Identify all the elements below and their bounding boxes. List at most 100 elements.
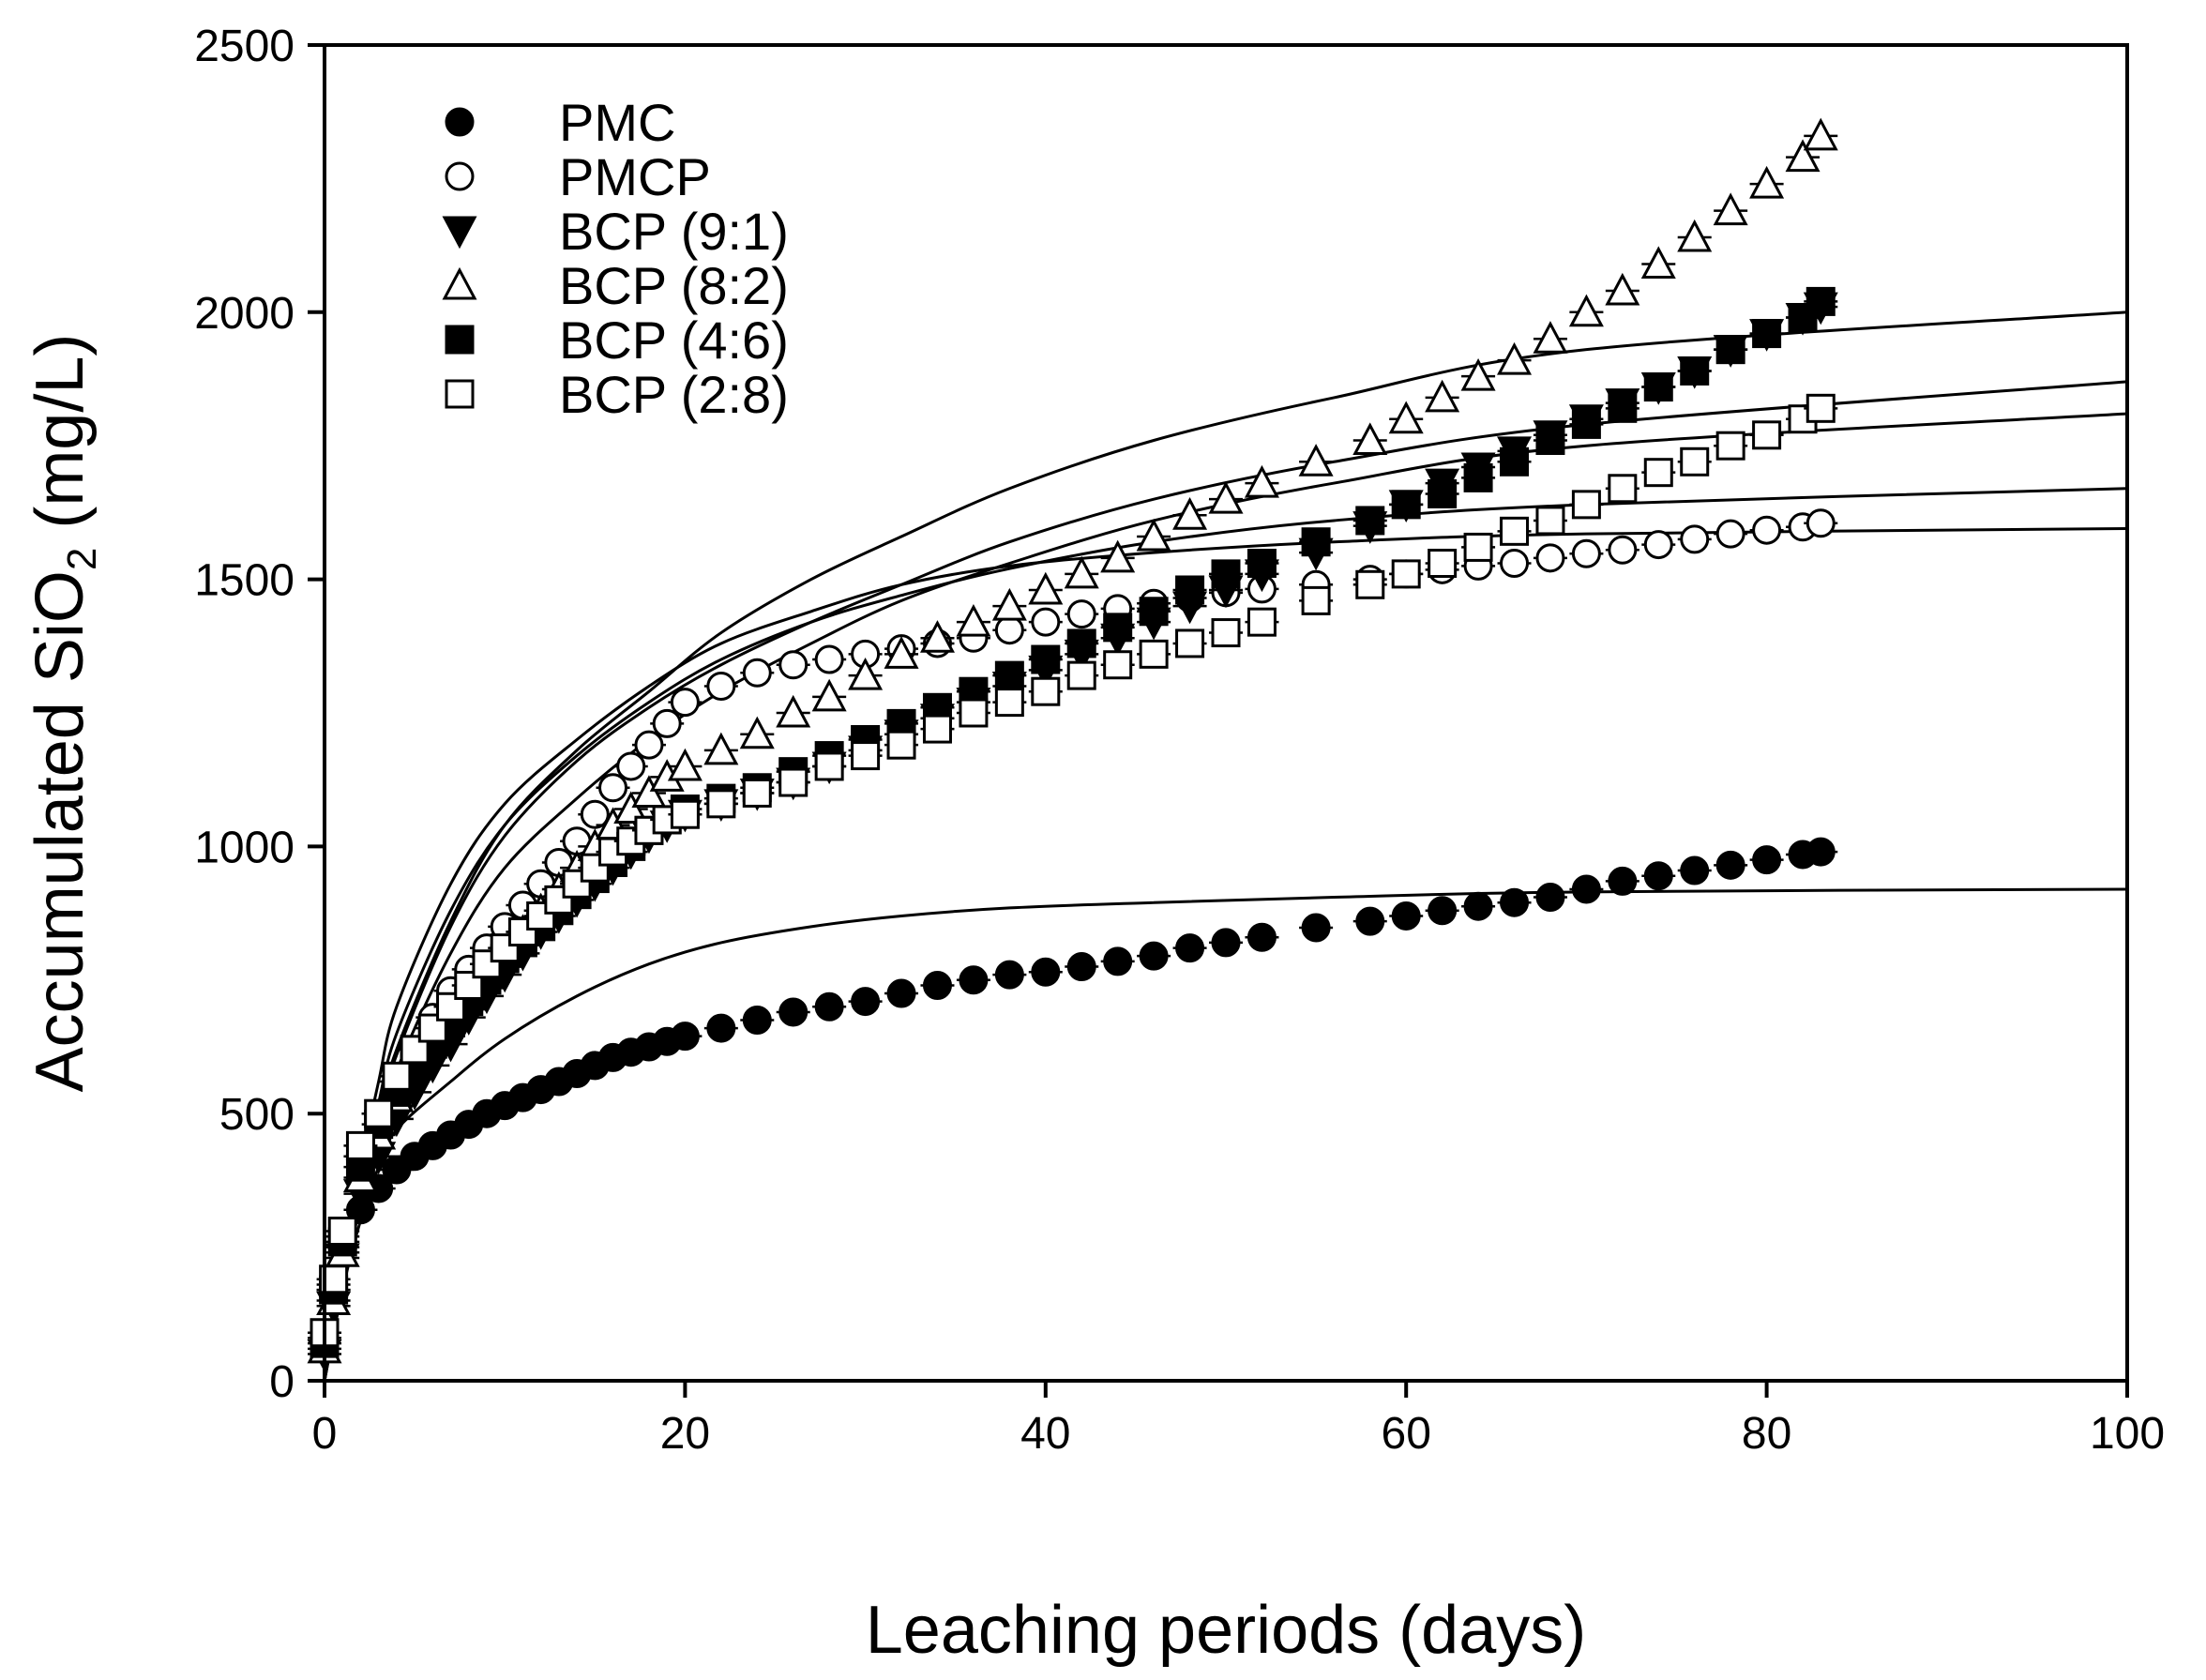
data-point [1806,508,1836,538]
data-point [994,688,1024,718]
y-tick-label: 500 [219,1090,295,1140]
data-point [1391,490,1421,520]
data-point [1605,272,1640,306]
data-point [956,603,991,637]
y-tick-label: 2000 [194,289,295,339]
data-point [1680,524,1710,554]
data-point [739,716,775,749]
data-point [1715,335,1745,365]
data-point [959,698,989,728]
legend-label: PMCP [559,147,711,206]
data-point [1643,458,1673,488]
data-point [1571,409,1601,439]
data-point [1355,569,1385,599]
data-point [1803,117,1838,151]
data-point [742,778,772,808]
data-point [1460,357,1496,391]
data-point [776,694,811,728]
legend-label: BCP (8:2) [559,256,789,315]
data-point [364,1098,394,1128]
data-point [994,960,1024,990]
data-point [1064,555,1099,589]
data-point [886,978,916,1008]
data-point [631,775,667,808]
series-group [308,837,1838,1353]
data-point [1244,464,1279,498]
data-point [1103,946,1133,976]
data-point [1752,845,1782,875]
data-point [851,987,881,1017]
data-point [1136,518,1171,552]
data-point [959,965,989,995]
data-point [1247,922,1277,952]
data-point [1785,139,1821,173]
data-point [1139,597,1169,627]
legend-marker [445,161,475,191]
legend-label: PMC [559,93,675,152]
data-point [1571,874,1601,904]
data-point [1247,549,1277,579]
data-point [1608,393,1638,423]
data-point [1463,532,1493,562]
data-point [1643,861,1673,891]
x-tick-label: 0 [312,1409,338,1459]
data-point [670,688,700,718]
x-tick-label: 100 [2090,1409,2165,1459]
data-point [580,799,610,829]
data-point [814,991,844,1022]
data-point [1172,497,1208,530]
data-point [670,799,700,829]
plot-area-frame [323,43,2129,1383]
data-point [1568,294,1604,327]
data-point [1391,559,1421,589]
data-point [1352,422,1388,456]
data-point [706,789,736,819]
data-point [1713,192,1748,226]
legend-label: BCP (2:8) [559,365,789,424]
data-point [1175,933,1205,963]
data-point [1355,506,1385,536]
x-axis-title: Leaching periods (days) [866,1593,1586,1668]
data-point [1301,913,1331,943]
data-point [1425,379,1460,413]
data-point [1355,906,1385,936]
data-point [778,650,808,680]
y-axis-title-subscript: 2 [59,548,105,570]
y-tick-label: 0 [269,1357,295,1407]
data-point [1428,549,1458,579]
fit-curve [323,526,2128,1382]
data-point [1208,480,1244,514]
data-point [851,741,881,771]
data-point [667,748,703,781]
data-point [634,730,664,760]
data-point [1749,165,1785,199]
data-point [1175,628,1205,658]
data-point [616,751,646,781]
data-point [884,636,919,669]
data-point [1571,538,1601,568]
data-point [1680,356,1710,386]
data-point [1608,535,1638,565]
data-point [1103,650,1133,680]
data-point [382,1061,412,1091]
data-point [994,615,1024,645]
data-point [778,997,808,1027]
data-point [1031,644,1061,674]
data-point [1715,519,1745,549]
data-point [1500,549,1530,579]
data-point [670,1022,700,1052]
legend-label: BCP (4:6) [559,310,789,370]
x-axis-ticks: 0 20 40 60 80 100 [312,1381,2165,1459]
data-point [1535,883,1565,913]
data-point [1500,446,1530,477]
data-point [1301,527,1331,557]
data-point [1103,613,1133,643]
data-point [345,1130,375,1160]
data-point [1298,444,1334,477]
data-point [1031,607,1061,637]
data-point [1715,431,1745,461]
data-markers [307,117,1838,1372]
legend-marker [442,216,477,250]
